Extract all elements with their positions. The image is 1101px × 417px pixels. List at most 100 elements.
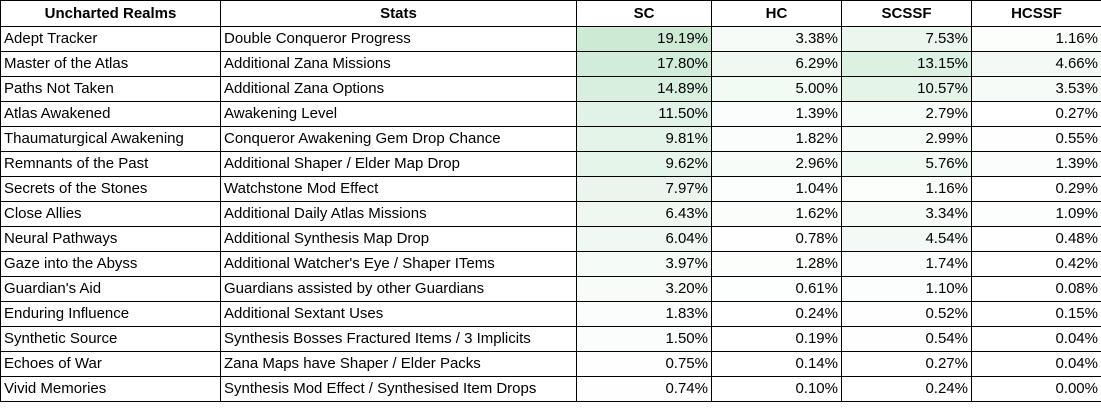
stats-cell[interactable]: Zana Maps have Shaper / Elder Packs — [220, 351, 577, 377]
sc-cell[interactable]: 3.20% — [576, 276, 712, 302]
header-realm[interactable]: Uncharted Realms — [0, 0, 221, 27]
realm-cell[interactable]: Close Allies — [0, 201, 221, 227]
stats-cell[interactable]: Additional Shaper / Elder Map Drop — [220, 151, 577, 177]
realm-cell[interactable]: Atlas Awakened — [0, 101, 221, 127]
scssf-cell[interactable]: 4.54% — [841, 226, 972, 252]
sc-cell[interactable]: 1.83% — [576, 301, 712, 327]
scssf-cell[interactable]: 7.53% — [841, 26, 972, 52]
hc-cell[interactable]: 0.10% — [711, 376, 842, 402]
realm-cell[interactable]: Remnants of the Past — [0, 151, 221, 177]
hc-cell[interactable]: 6.29% — [711, 51, 842, 77]
realm-cell[interactable]: Guardian's Aid — [0, 276, 221, 302]
sc-cell[interactable]: 9.81% — [576, 126, 712, 152]
hcssf-cell[interactable]: 0.48% — [971, 226, 1101, 252]
hc-cell[interactable]: 1.82% — [711, 126, 842, 152]
scssf-cell[interactable]: 2.99% — [841, 126, 972, 152]
stats-cell[interactable]: Synthesis Bosses Fractured Items / 3 Imp… — [220, 326, 577, 352]
hcssf-cell[interactable]: 0.04% — [971, 326, 1101, 352]
hc-cell[interactable]: 1.28% — [711, 251, 842, 277]
scssf-cell[interactable]: 13.15% — [841, 51, 972, 77]
realm-cell[interactable]: Neural Pathways — [0, 226, 221, 252]
hcssf-cell[interactable]: 0.04% — [971, 351, 1101, 377]
hcssf-cell[interactable]: 0.08% — [971, 276, 1101, 302]
header-hcssf[interactable]: HCSSF — [971, 0, 1101, 27]
hcssf-cell[interactable]: 0.00% — [971, 376, 1101, 402]
realm-cell[interactable]: Secrets of the Stones — [0, 176, 221, 202]
hcssf-cell[interactable]: 1.16% — [971, 26, 1101, 52]
table-row: Vivid Memories Synthesis Mod Effect / Syn… — [0, 376, 1101, 402]
stats-cell[interactable]: Conqueror Awakening Gem Drop Chance — [220, 126, 577, 152]
scssf-cell[interactable]: 0.27% — [841, 351, 972, 377]
header-sc[interactable]: SC — [576, 0, 712, 27]
sc-cell[interactable]: 0.74% — [576, 376, 712, 402]
header-hc[interactable]: HC — [711, 0, 842, 27]
table-row: Gaze into the Abyss Additional Watcher's … — [0, 251, 1101, 277]
realm-cell[interactable]: Gaze into the Abyss — [0, 251, 221, 277]
hcssf-cell[interactable]: 1.09% — [971, 201, 1101, 227]
hc-cell[interactable]: 0.78% — [711, 226, 842, 252]
hc-cell[interactable]: 1.62% — [711, 201, 842, 227]
hc-cell[interactable]: 0.61% — [711, 276, 842, 302]
hc-cell[interactable]: 3.38% — [711, 26, 842, 52]
stats-cell[interactable]: Additional Daily Atlas Missions — [220, 201, 577, 227]
header-stats[interactable]: Stats — [220, 0, 577, 27]
stats-cell[interactable]: Additional Zana Missions — [220, 51, 577, 77]
realm-cell[interactable]: Synthetic Source — [0, 326, 221, 352]
stats-cell[interactable]: Guardians assisted by other Guardians — [220, 276, 577, 302]
stats-cell[interactable]: Additional Zana Options — [220, 76, 577, 102]
hcssf-cell[interactable]: 0.55% — [971, 126, 1101, 152]
stats-cell[interactable]: Watchstone Mod Effect — [220, 176, 577, 202]
hc-cell[interactable]: 1.04% — [711, 176, 842, 202]
table-row: Atlas Awakened Awakening Level 11.50% 1.39%… — [0, 101, 1101, 127]
realm-cell[interactable]: Echoes of War — [0, 351, 221, 377]
hc-cell[interactable]: 2.96% — [711, 151, 842, 177]
sc-cell[interactable]: 3.97% — [576, 251, 712, 277]
scssf-cell[interactable]: 10.57% — [841, 76, 972, 102]
hc-cell[interactable]: 5.00% — [711, 76, 842, 102]
sc-cell[interactable]: 6.04% — [576, 226, 712, 252]
sc-cell[interactable]: 9.62% — [576, 151, 712, 177]
sc-cell[interactable]: 0.75% — [576, 351, 712, 377]
stats-cell[interactable]: Additional Sextant Uses — [220, 301, 577, 327]
stats-cell[interactable]: Awakening Level — [220, 101, 577, 127]
realm-cell[interactable]: Adept Tracker — [0, 26, 221, 52]
hcssf-cell[interactable]: 1.39% — [971, 151, 1101, 177]
scssf-cell[interactable]: 0.52% — [841, 301, 972, 327]
hcssf-cell[interactable]: 0.15% — [971, 301, 1101, 327]
sc-cell[interactable]: 1.50% — [576, 326, 712, 352]
realm-cell[interactable]: Paths Not Taken — [0, 76, 221, 102]
sc-cell[interactable]: 19.19% — [576, 26, 712, 52]
sc-cell[interactable]: 11.50% — [576, 101, 712, 127]
scssf-cell[interactable]: 1.10% — [841, 276, 972, 302]
scssf-cell[interactable]: 0.24% — [841, 376, 972, 402]
realm-cell[interactable]: Master of the Atlas — [0, 51, 221, 77]
realm-cell[interactable]: Vivid Memories — [0, 376, 221, 402]
sc-cell[interactable]: 6.43% — [576, 201, 712, 227]
scssf-cell[interactable]: 1.16% — [841, 176, 972, 202]
realm-cell[interactable]: Enduring Influence — [0, 301, 221, 327]
scssf-cell[interactable]: 2.79% — [841, 101, 972, 127]
stats-cell[interactable]: Double Conqueror Progress — [220, 26, 577, 52]
hcssf-cell[interactable]: 3.53% — [971, 76, 1101, 102]
sc-cell[interactable]: 17.80% — [576, 51, 712, 77]
scssf-cell[interactable]: 0.54% — [841, 326, 972, 352]
sc-cell[interactable]: 7.97% — [576, 176, 712, 202]
hcssf-cell[interactable]: 0.27% — [971, 101, 1101, 127]
stats-cell[interactable]: Synthesis Mod Effect / Synthesised Item … — [220, 376, 577, 402]
header-scssf[interactable]: SCSSF — [841, 0, 972, 27]
scssf-cell[interactable]: 5.76% — [841, 151, 972, 177]
stats-cell[interactable]: Additional Synthesis Map Drop — [220, 226, 577, 252]
sc-cell[interactable]: 14.89% — [576, 76, 712, 102]
scssf-cell[interactable]: 1.74% — [841, 251, 972, 277]
scssf-cell[interactable]: 3.34% — [841, 201, 972, 227]
table-row: Secrets of the Stones Watchstone Mod Effe… — [0, 176, 1101, 202]
realm-cell[interactable]: Thaumaturgical Awakening — [0, 126, 221, 152]
hcssf-cell[interactable]: 0.29% — [971, 176, 1101, 202]
stats-cell[interactable]: Additional Watcher's Eye / Shaper ITems — [220, 251, 577, 277]
hc-cell[interactable]: 0.24% — [711, 301, 842, 327]
hc-cell[interactable]: 0.19% — [711, 326, 842, 352]
hcssf-cell[interactable]: 4.66% — [971, 51, 1101, 77]
hc-cell[interactable]: 1.39% — [711, 101, 842, 127]
hc-cell[interactable]: 0.14% — [711, 351, 842, 377]
hcssf-cell[interactable]: 0.42% — [971, 251, 1101, 277]
